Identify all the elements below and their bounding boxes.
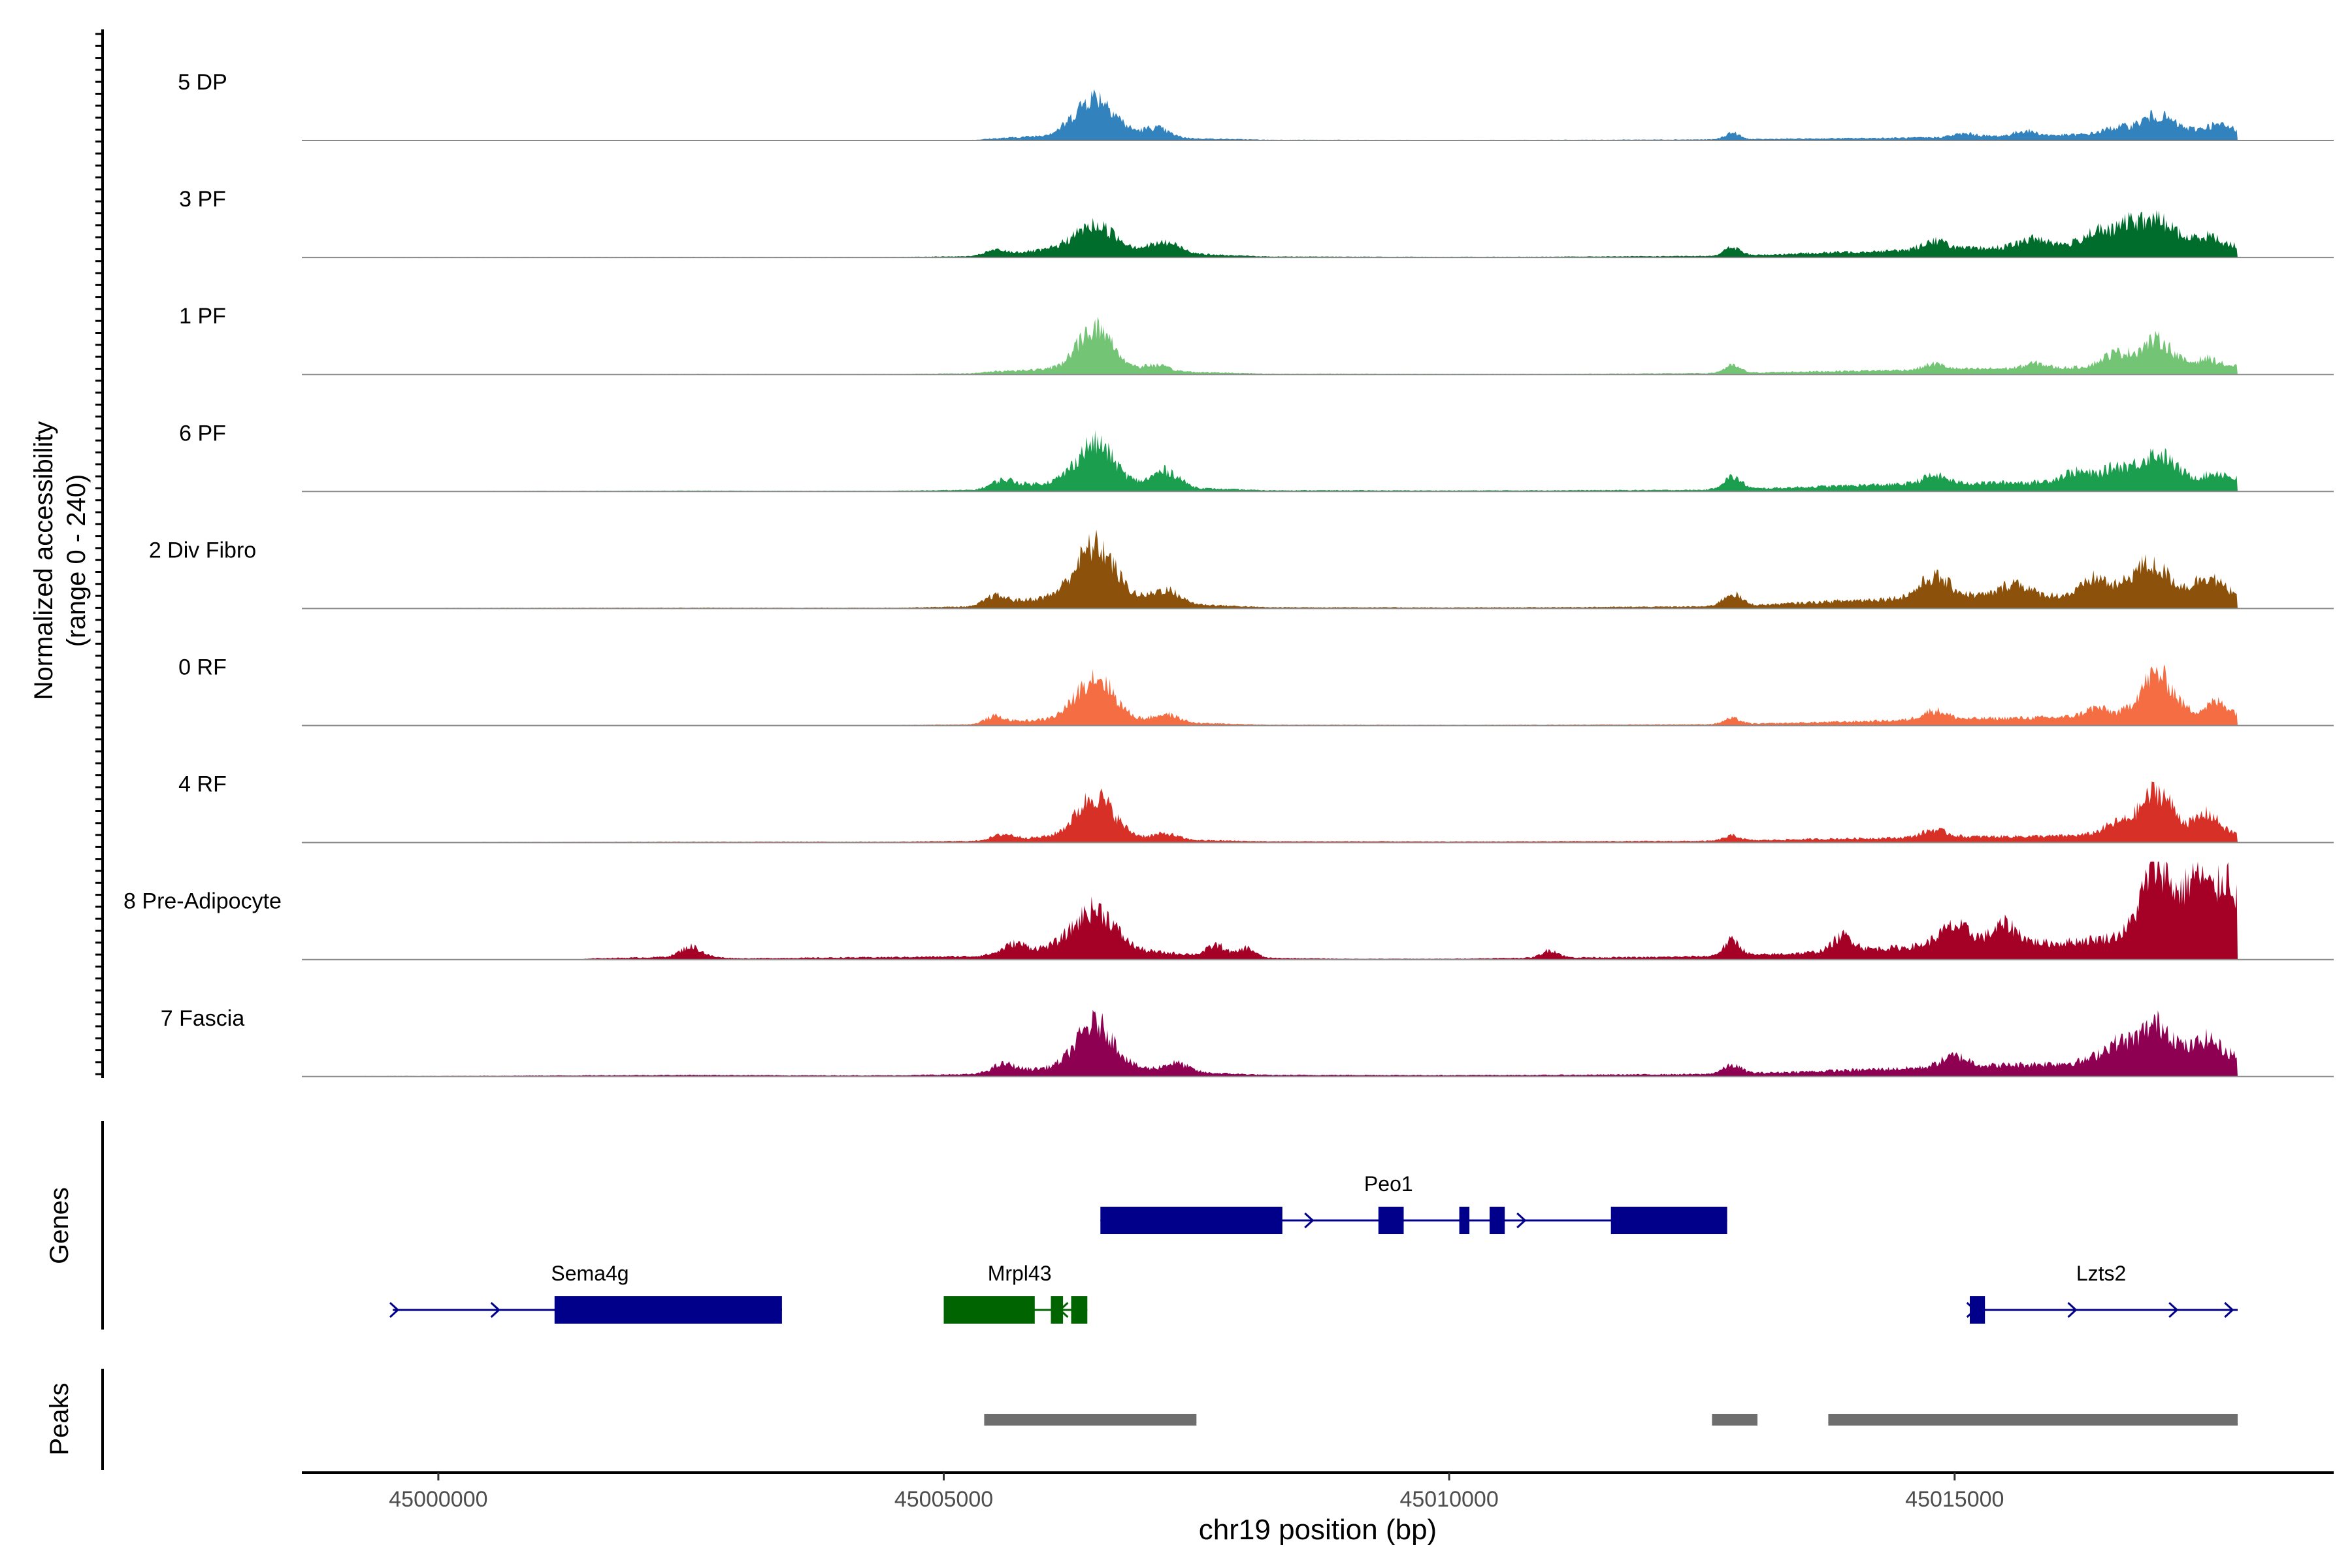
track-label: 5 DP	[178, 70, 227, 95]
peaks-track	[984, 1414, 2238, 1426]
track-0-rf: 0 RF	[178, 655, 2334, 727]
track-label: 2 Div Fibro	[149, 538, 256, 563]
peak-region	[1828, 1414, 2238, 1426]
gene-exon	[1610, 1207, 1727, 1234]
track-2-div-fibro: 2 Div Fibro	[149, 529, 2334, 610]
peaks-panel-label: Peaks	[45, 1382, 74, 1455]
track-label: 1 PF	[179, 304, 226, 329]
gene-exon	[1100, 1207, 1282, 1234]
gene-exon	[943, 1296, 1035, 1324]
track-label: 8 Pre-Adipocyte	[123, 889, 282, 914]
coverage-tracks: 5 DP 3 PF 1 PF 6 PF 2 Div Fibro 0 RF 4 RF 8 Pre…	[123, 70, 2334, 1077]
gene-exon	[1970, 1296, 1985, 1324]
peak-region	[984, 1414, 1197, 1426]
track-label: 4 RF	[178, 772, 227, 797]
gene-exon	[1071, 1296, 1088, 1324]
x-tick-label: 45015000	[1905, 1487, 2004, 1512]
gene-sema4g: Sema4g	[389, 1262, 782, 1324]
track-7-fascia: 7 Fascia	[161, 1006, 2334, 1077]
track-label: 0 RF	[178, 655, 227, 680]
coverage-area-4-rf	[302, 781, 2238, 843]
track-4-rf: 4 RF	[178, 772, 2334, 843]
gene-strand-arrow	[1516, 1212, 1527, 1229]
gene-peo1: Peo1	[1100, 1172, 1727, 1234]
track-6-pf: 6 PF	[179, 421, 2334, 493]
gene-label: Sema4g	[551, 1262, 629, 1285]
gene-label: Lzts2	[2076, 1262, 2126, 1285]
gene-strand-arrow	[1304, 1212, 1315, 1229]
coverage-area-3-pf	[302, 210, 2238, 258]
track-label: 3 PF	[179, 187, 226, 212]
y-axis-title-line1: Normalized accessibility	[29, 421, 58, 700]
gene-strand-arrow	[490, 1301, 500, 1318]
track-3-pf: 3 PF	[179, 187, 2334, 259]
track-label: 7 Fascia	[161, 1006, 245, 1031]
track-label: 6 PF	[179, 421, 226, 446]
gene-strand-arrow	[2168, 1301, 2179, 1318]
coverage-area-7-fascia	[302, 1009, 2238, 1077]
gene-lzts2: Lzts2	[1966, 1262, 2238, 1324]
x-tick-label: 45010000	[1399, 1487, 1498, 1512]
coverage-area-8-pre-adipocyte	[302, 861, 2238, 960]
genes-track: Peo1 Sema4g Mrpl43 Lzts2	[389, 1172, 2238, 1324]
track-8-pre-adipocyte: 8 Pre-Adipocyte	[123, 861, 2334, 960]
gene-strand-arrow	[2224, 1301, 2234, 1318]
coverage-y-ticks	[95, 33, 103, 1075]
gene-mrpl43: Mrpl43	[943, 1262, 1088, 1324]
y-axis-title: Normalized accessibility (range 0 - 240)	[29, 421, 91, 700]
gene-label: Peo1	[1364, 1172, 1413, 1196]
gene-label: Mrpl43	[988, 1262, 1052, 1285]
peaks-label: Peaks	[45, 1382, 74, 1455]
coverage-area-0-rf	[302, 664, 2238, 726]
x-axis-title: chr19 position (bp)	[1199, 1514, 1437, 1546]
x-tick-label: 45005000	[894, 1487, 993, 1512]
coverage-area-6-pf	[302, 430, 2238, 492]
genes-panel-label: Genes	[45, 1187, 74, 1264]
gene-exon	[1459, 1207, 1470, 1234]
gene-strand-arrow	[2067, 1301, 2078, 1318]
track-1-pf: 1 PF	[179, 304, 2334, 376]
gene-exon	[1378, 1207, 1404, 1234]
y-axis-title-line2: (range 0 - 240)	[62, 474, 91, 647]
coverage-area-5-dp	[302, 89, 2238, 140]
genes-label: Genes	[45, 1187, 74, 1264]
coverage-area-1-pf	[302, 316, 2238, 375]
coverage-area-2-div-fibro	[302, 529, 2238, 609]
x-axis-ticks: 45000000 45005000 45010000 45015000	[389, 1473, 2004, 1512]
x-tick-label: 45000000	[389, 1487, 487, 1512]
gene-exon	[554, 1296, 782, 1324]
gene-exon	[1051, 1296, 1064, 1324]
peak-region	[1712, 1414, 1757, 1426]
gene-exon	[1490, 1207, 1505, 1234]
track-5-dp: 5 DP	[178, 70, 2334, 141]
gene-strand-arrow	[389, 1301, 400, 1318]
